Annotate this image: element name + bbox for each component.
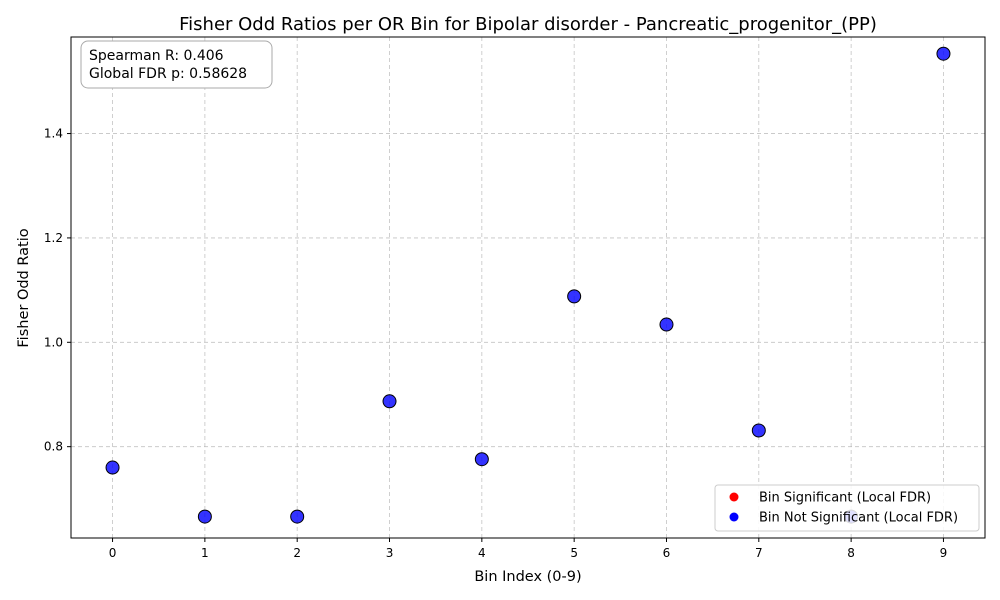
global-fdr-text: Global FDR p: 0.58628 bbox=[89, 66, 247, 82]
stats-annotation-box: Spearman R: 0.406 Global FDR p: 0.58628 bbox=[80, 40, 273, 89]
x-tick-label: 7 bbox=[755, 546, 763, 560]
chart-title: Fisher Odd Ratios per OR Bin for Bipolar… bbox=[179, 14, 877, 35]
y-tick-label: 1.2 bbox=[44, 231, 63, 245]
grid-layer bbox=[71, 37, 985, 538]
scatter-point bbox=[659, 317, 674, 332]
scatter-point bbox=[936, 46, 951, 61]
legend-marker bbox=[729, 492, 739, 502]
scatter-point bbox=[382, 394, 397, 409]
y-tick-label: 1.4 bbox=[44, 127, 63, 141]
x-axis-ticks: 0 1 2 3 4 5 6 7 8 9 bbox=[109, 538, 948, 560]
legend-marker bbox=[729, 512, 739, 522]
scatter-point bbox=[751, 423, 766, 438]
legend-label: Bin Significant (Local FDR) bbox=[759, 491, 931, 506]
x-tick-label: 8 bbox=[847, 546, 855, 560]
y-tick-label: 0.8 bbox=[44, 440, 63, 454]
scatter-point bbox=[474, 452, 489, 467]
y-axis-ticks: 0.8 1.0 1.2 1.4 bbox=[44, 127, 71, 454]
scatter-point bbox=[290, 509, 305, 524]
legend-frame bbox=[714, 484, 980, 532]
scatter-point bbox=[105, 460, 120, 475]
x-tick-label: 9 bbox=[940, 546, 948, 560]
data-points bbox=[105, 46, 951, 524]
x-tick-label: 6 bbox=[663, 546, 671, 560]
x-tick-label: 2 bbox=[293, 546, 301, 560]
y-axis-label: Fisher Odd Ratio bbox=[16, 228, 32, 347]
scatter-point bbox=[197, 509, 212, 524]
legend-label: Bin Not Significant (Local FDR) bbox=[759, 511, 958, 526]
scatter-point bbox=[567, 289, 582, 304]
x-tick-label: 4 bbox=[478, 546, 486, 560]
spearman-r-text: Spearman R: 0.406 bbox=[89, 48, 224, 64]
x-axis-label: Bin Index (0-9) bbox=[474, 569, 581, 585]
x-tick-label: 1 bbox=[201, 546, 209, 560]
x-tick-label: 0 bbox=[109, 546, 117, 560]
x-tick-label: 3 bbox=[386, 546, 394, 560]
stats-box-border bbox=[80, 40, 273, 89]
plot-area-frame bbox=[70, 36, 986, 539]
legend: Bin Significant (Local FDR) Bin Not Signi… bbox=[714, 484, 980, 532]
y-tick-label: 1.0 bbox=[44, 335, 63, 349]
x-tick-label: 5 bbox=[570, 546, 578, 560]
